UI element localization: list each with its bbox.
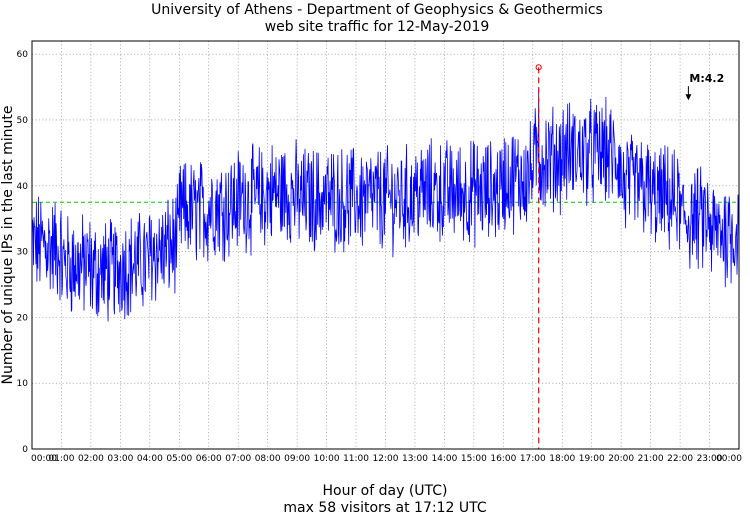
max-visitors-subtitle: max 58 visitors at 17:12 UTC [283, 500, 486, 515]
x-tick-label: 13:00 [402, 454, 428, 464]
y-tick-label: 20 [17, 313, 29, 323]
x-tick-label: 08:00 [255, 454, 281, 464]
x-tick-label: 15:00 [461, 454, 487, 464]
x-tick-label: 11:00 [343, 454, 369, 464]
x-tick-label: 18:00 [549, 454, 575, 464]
x-tick-label: 07:00 [225, 454, 251, 464]
x-tick-label: 00:00 [31, 454, 57, 464]
x-axis-label: Hour of day (UTC) [323, 483, 448, 499]
chart-title-line-1: University of Athens - Department of Geo… [151, 2, 603, 18]
x-tick-label: 06:00 [196, 454, 222, 464]
y-tick-label: 40 [17, 182, 29, 192]
x-tick-label: 00:00 [716, 454, 742, 464]
annotation-arrowhead [685, 94, 692, 101]
x-tick-label: 01:00 [48, 454, 74, 464]
x-tick-label: 14:00 [431, 454, 457, 464]
annotation-label: M:4.2 [689, 72, 724, 85]
x-tick-label: 21:00 [638, 454, 664, 464]
x-tick-label: 09:00 [284, 454, 310, 464]
x-tick-label: 17:00 [520, 454, 546, 464]
x-tick-label: 02:00 [78, 454, 104, 464]
x-tick-label: 20:00 [608, 454, 634, 464]
max-marker-point [535, 64, 542, 71]
x-tick-label: 10:00 [314, 454, 340, 464]
x-tick-label: 16:00 [490, 454, 516, 464]
x-tick-label: 05:00 [166, 454, 192, 464]
x-tick-label: 03:00 [107, 454, 133, 464]
y-tick-label: 0 [22, 445, 28, 455]
series-line-unique-ips [31, 87, 740, 322]
grid-lines [31, 41, 740, 450]
x-tick-label: 22:00 [667, 454, 693, 464]
chart-title-line-2: web site traffic for 12-May-2019 [265, 19, 490, 35]
plot-area-border [31, 40, 740, 450]
x-tick-label: 12:00 [373, 454, 399, 464]
x-tick-label: 23:00 [697, 454, 723, 464]
y-tick-label: 60 [17, 50, 29, 60]
y-axis-label: Number of unique IPs in the last minute [0, 106, 16, 385]
y-tick-label: 30 [17, 248, 29, 258]
x-tick-label: 04:00 [137, 454, 163, 464]
y-tick-labels: 0 10 20 30 40 50 60 [17, 50, 29, 455]
x-tick-label: 19:00 [579, 454, 605, 464]
y-tick-label: 50 [17, 116, 29, 126]
y-tick-label: 10 [17, 379, 29, 389]
